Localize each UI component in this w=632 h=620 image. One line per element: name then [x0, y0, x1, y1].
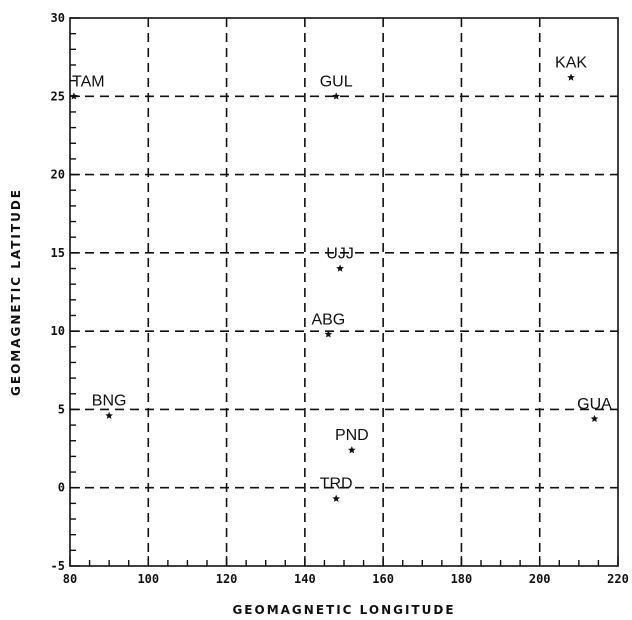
station-points: TAM GUL KAK UJJ ABG BNG GUA PND TRD: [70, 54, 612, 502]
x-tick-label-100: 100: [137, 572, 159, 586]
y-tick-label-20: 20: [51, 168, 65, 182]
station-kak-label: KAK: [555, 54, 587, 71]
y-tick-label--5: -5: [51, 559, 65, 573]
station-trd-marker: [332, 494, 340, 502]
station-abg-marker: [324, 330, 333, 338]
station-gua-marker: [590, 414, 599, 423]
station-gua-label: GUA: [577, 396, 612, 413]
x-tick-label-200: 200: [529, 572, 551, 586]
station-bng-marker: [105, 411, 113, 419]
station-ujj-label: UJJ: [326, 246, 354, 263]
x-tick-label-80: 80: [63, 572, 77, 586]
station-bng-label: BNG: [92, 393, 127, 410]
y-tick-label-10: 10: [51, 324, 65, 338]
station-abg-label: ABG: [311, 311, 345, 328]
station-pnd-marker: [348, 446, 356, 454]
x-axis-title: GEOMAGNETIC LONGITUDE: [232, 603, 455, 617]
grid-lines: [70, 18, 618, 566]
station-pnd-label: PND: [335, 427, 369, 444]
x-tick-label-180: 180: [451, 572, 473, 586]
axis-ticks: [69, 17, 619, 567]
x-tick-label-120: 120: [216, 572, 238, 586]
station-trd-label: TRD: [320, 476, 353, 493]
station-tam-marker: [70, 92, 78, 100]
station-ujj-marker: [336, 264, 344, 272]
station-tam-label: TAM: [72, 73, 105, 90]
x-tick-label-140: 140: [294, 572, 316, 586]
y-tick-label-5: 5: [58, 402, 65, 416]
station-kak-marker: [567, 73, 575, 81]
y-tick-label-25: 25: [51, 89, 65, 103]
station-gul-label: GUL: [320, 73, 353, 90]
y-axis-title: GEOMAGNETIC LATITUDE: [9, 188, 23, 396]
station-gul-marker: [332, 92, 340, 100]
x-tick-label-160: 160: [372, 572, 394, 586]
y-tick-label-30: 30: [51, 11, 65, 25]
y-tick-label-0: 0: [58, 481, 65, 495]
x-tick-label-220: 220: [607, 572, 629, 586]
tick-labels: 80 100 120 140 160 180 200 220 -5 0 5 10 15 20 25 30: [51, 11, 629, 586]
y-tick-label-15: 15: [51, 246, 65, 260]
